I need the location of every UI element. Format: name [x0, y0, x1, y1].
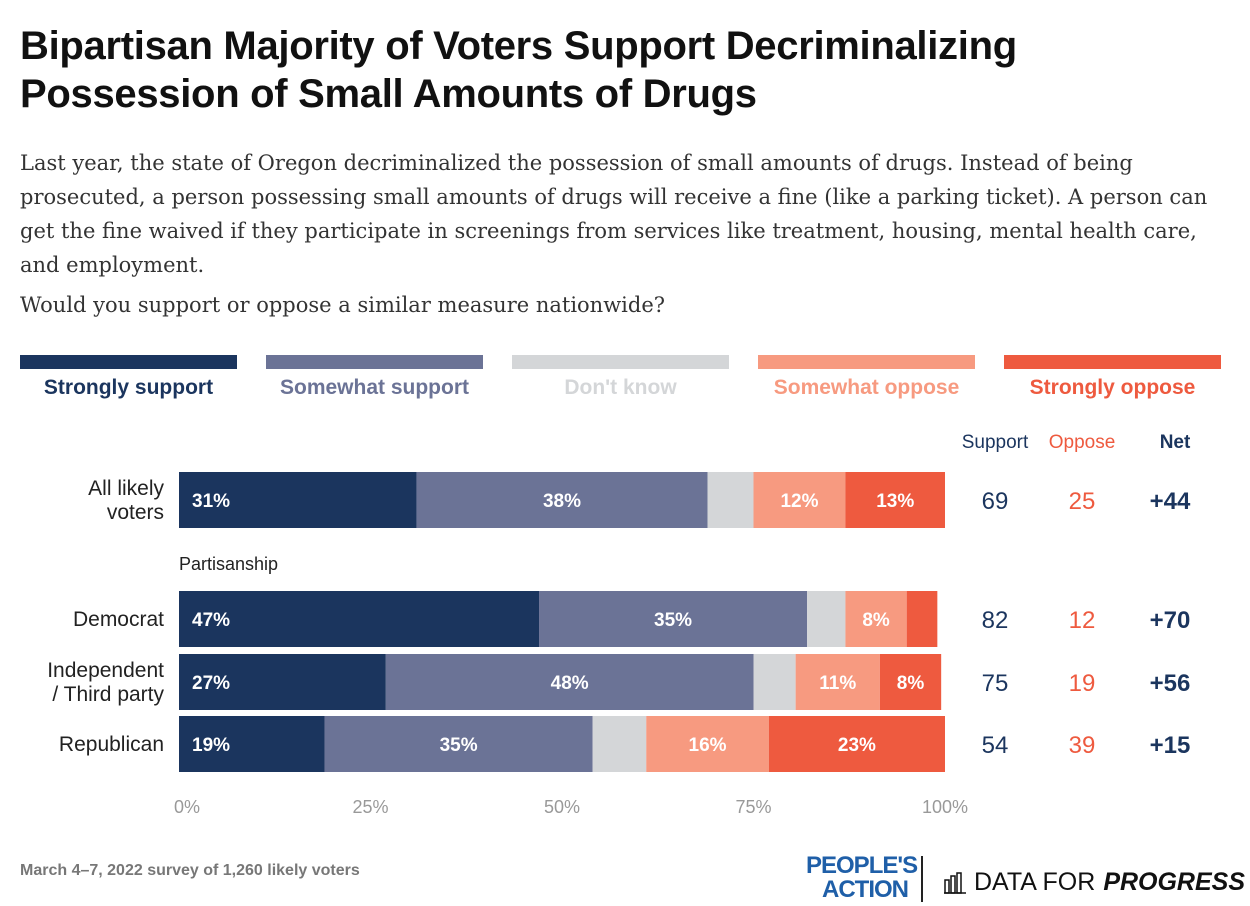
- legend-item-somewhat-support: Somewhat support: [266, 355, 483, 405]
- bar-segment: [539, 591, 808, 647]
- legend-item-strongly-oppose: Strongly oppose: [1004, 355, 1221, 405]
- oppose-value: 39: [1069, 732, 1096, 759]
- support-column-header: Support: [962, 432, 1029, 453]
- bar-value-label: 19%: [192, 735, 230, 756]
- logo-text: PEOPLE'S: [806, 852, 918, 879]
- legend-item-dont-know: Don't know: [512, 355, 729, 405]
- legend: Strongly support Somewhat support Don't …: [20, 355, 1222, 405]
- row-label: / Third party: [52, 683, 164, 706]
- net-value: +44: [1150, 488, 1191, 515]
- bar-segment: [179, 591, 540, 647]
- legend-label: Somewhat support: [279, 376, 469, 399]
- bar-value-label: 8%: [862, 610, 890, 631]
- survey-question: Would you support or oppose a similar me…: [20, 293, 666, 317]
- bar-segment: [707, 472, 754, 528]
- x-tick-label: 50%: [544, 797, 580, 817]
- bar-value-label: 35%: [440, 735, 478, 756]
- oppose-value: 25: [1069, 488, 1096, 515]
- survey-footnote: March 4–7, 2022 survey of 1,260 likely v…: [20, 862, 360, 879]
- chart-subtitle: Last year, the state of Oregon decrimina…: [20, 151, 1208, 277]
- legend-label: Strongly oppose: [1029, 376, 1196, 399]
- bar-segment: [845, 472, 945, 528]
- group-label-partisanship: Partisanship: [179, 554, 278, 574]
- chart-title: Bipartisan Majority of Voters Support De…: [20, 24, 1017, 116]
- support-value: 75: [982, 670, 1009, 697]
- bar-segment: [179, 654, 386, 710]
- bar-value-label: 8%: [897, 673, 925, 694]
- legend-swatch: [512, 355, 729, 369]
- bar-segment: [385, 654, 754, 710]
- peoples-action-logo: PEOPLE'S ACTION: [806, 852, 918, 902]
- logo-text: ACTION: [822, 876, 909, 903]
- bar-value-label: 35%: [654, 610, 692, 631]
- bar-segment: [179, 472, 417, 528]
- bar-segment: [795, 654, 880, 710]
- bar-value-label: 27%: [192, 673, 230, 694]
- bar-segment: [906, 591, 938, 647]
- logo-divider: [921, 856, 923, 902]
- bar-value-label: 31%: [192, 491, 230, 512]
- bar-segment: [845, 591, 907, 647]
- bar-segment: [807, 591, 846, 647]
- legend-label: Strongly support: [43, 376, 214, 399]
- support-value: 69: [982, 488, 1009, 515]
- net-column-header: Net: [1160, 432, 1191, 453]
- bar-chart-icon: [944, 871, 966, 894]
- legend-swatch: [758, 355, 975, 369]
- legend-label: Somewhat oppose: [773, 376, 960, 399]
- oppose-value: 12: [1069, 607, 1096, 634]
- support-value: 82: [982, 607, 1009, 634]
- bar-segment: [416, 472, 708, 528]
- x-tick-label: 75%: [735, 797, 771, 817]
- x-tick-label: 25%: [352, 797, 388, 817]
- net-value: +70: [1150, 607, 1191, 634]
- legend-label: Don't know: [564, 376, 677, 399]
- bar-segment: [879, 654, 942, 710]
- bar-segment: [768, 716, 945, 772]
- bar-segment: [324, 716, 593, 772]
- bar-segment: [179, 716, 325, 772]
- oppose-value: 19: [1069, 670, 1096, 697]
- bar-value-label: 23%: [838, 735, 876, 756]
- bar-value-label: 12%: [780, 491, 818, 512]
- bar-segment: [753, 472, 846, 528]
- legend-item-strongly-support: Strongly support: [20, 355, 237, 405]
- x-tick-label: 0%: [174, 797, 200, 817]
- oppose-column-header: Oppose: [1049, 432, 1116, 453]
- row-label: Democrat: [73, 608, 164, 631]
- row-label: voters: [107, 501, 164, 524]
- bar-segment: [592, 716, 647, 772]
- legend-swatch: [1004, 355, 1221, 369]
- x-tick-label: 100%: [922, 797, 968, 817]
- legend-item-somewhat-oppose: Somewhat oppose: [758, 355, 975, 405]
- net-value: +15: [1150, 732, 1191, 759]
- support-value: 54: [982, 732, 1009, 759]
- data-for-progress-logo: DATA FOR PROGRESS: [944, 868, 1245, 897]
- row-label: Republican: [59, 733, 164, 756]
- bar-value-label: 11%: [819, 673, 856, 694]
- bar-value-label: 48%: [551, 673, 589, 694]
- bar-value-label: 38%: [543, 491, 581, 512]
- net-value: +56: [1150, 670, 1191, 697]
- logo-text: PROGRESS: [1103, 868, 1246, 896]
- bar-value-label: 16%: [689, 735, 727, 756]
- bar-segment: [753, 654, 796, 710]
- row-label: Independent: [47, 659, 164, 682]
- logo-text: DATA FOR: [974, 868, 1096, 896]
- legend-swatch: [266, 355, 483, 369]
- bar-value-label: 13%: [876, 491, 914, 512]
- bar-segment: [646, 716, 769, 772]
- row-label: All likely: [88, 477, 164, 500]
- legend-swatch: [20, 355, 237, 369]
- bar-value-label: 47%: [192, 610, 230, 631]
